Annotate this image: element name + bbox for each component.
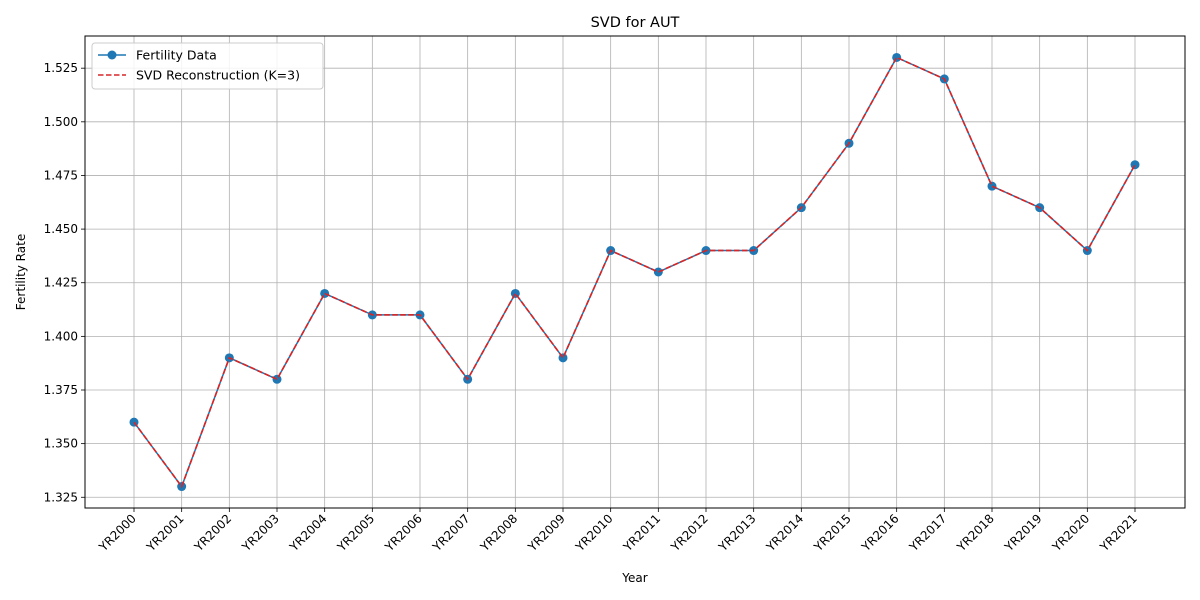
y-tick-label: 1.525 xyxy=(44,61,78,75)
y-tick-label: 1.350 xyxy=(44,437,78,451)
series-layer xyxy=(129,52,1140,492)
y-tick-label: 1.325 xyxy=(44,490,78,504)
x-axis-label: Year xyxy=(621,571,647,585)
y-tick-label: 1.500 xyxy=(44,115,78,129)
x-axis: YR2000 YR2001 YR2002 YR2003 YR2004 YR2005 YR20… xyxy=(96,508,1140,555)
x-tick-label: YR2000 xyxy=(96,511,139,554)
legend-box xyxy=(91,42,324,90)
x-tick-label: YR2001 xyxy=(143,511,186,554)
x-tick-label: YR2002 xyxy=(191,511,234,554)
y-tick-label: 1.400 xyxy=(44,329,78,343)
grid-lines xyxy=(85,36,1185,508)
fertility-data-point xyxy=(987,181,997,191)
x-tick-label: YR2010 xyxy=(572,511,615,554)
plot-area-frame xyxy=(84,35,1186,509)
y-tick-label: 1.425 xyxy=(44,276,78,290)
y-tick-label: 1.475 xyxy=(44,168,78,182)
x-tick-label: YR2006 xyxy=(382,511,425,554)
y-tick-label: 1.375 xyxy=(44,383,78,397)
x-tick-label: YR2018 xyxy=(954,511,997,554)
x-tick-label: YR2011 xyxy=(620,511,663,554)
x-tick-label: YR2021 xyxy=(1097,511,1140,554)
fertility-data-point xyxy=(272,374,282,384)
y-axis: 1.325 1.350 1.375 1.400 1.425 1.450 1.475 1.500… xyxy=(44,61,85,504)
chart-title: SVD for AUT xyxy=(591,15,680,31)
legend-entry-label: SVD Reconstruction (K=3) xyxy=(136,68,300,83)
x-tick-label: YR2015 xyxy=(811,511,854,554)
x-tick-label: YR2008 xyxy=(477,511,520,554)
x-tick-label: YR2007 xyxy=(429,511,472,554)
legend-entry-label: Fertility Data xyxy=(136,48,217,63)
x-tick-label: YR2013 xyxy=(715,511,758,554)
fertility-data-point xyxy=(892,52,902,62)
x-tick-label: YR2004 xyxy=(286,511,329,554)
fertility-data-point xyxy=(1130,160,1140,170)
svd-reconstruction-line-overlay xyxy=(133,56,1136,489)
x-tick-label: YR2014 xyxy=(763,511,806,554)
x-tick-label: YR2017 xyxy=(906,511,949,554)
x-tick-label: YR2009 xyxy=(525,511,568,554)
x-tick-label: YR2020 xyxy=(1049,511,1092,554)
fertility-data-point xyxy=(653,267,663,277)
y-axis-label: Fertility Rate xyxy=(14,234,28,310)
x-tick-label: YR2005 xyxy=(334,511,377,554)
legend-marker xyxy=(107,50,117,60)
fertility-data-point xyxy=(320,288,330,298)
legend: Fertility Data SVD Reconstruction (K=3) xyxy=(91,42,324,90)
x-tick-label: YR2012 xyxy=(668,511,711,554)
x-tick-label: YR2016 xyxy=(858,511,901,554)
y-tick-label: 1.450 xyxy=(44,222,78,236)
x-tick-label: YR2019 xyxy=(1001,511,1044,554)
x-tick-label: YR2003 xyxy=(239,511,282,554)
